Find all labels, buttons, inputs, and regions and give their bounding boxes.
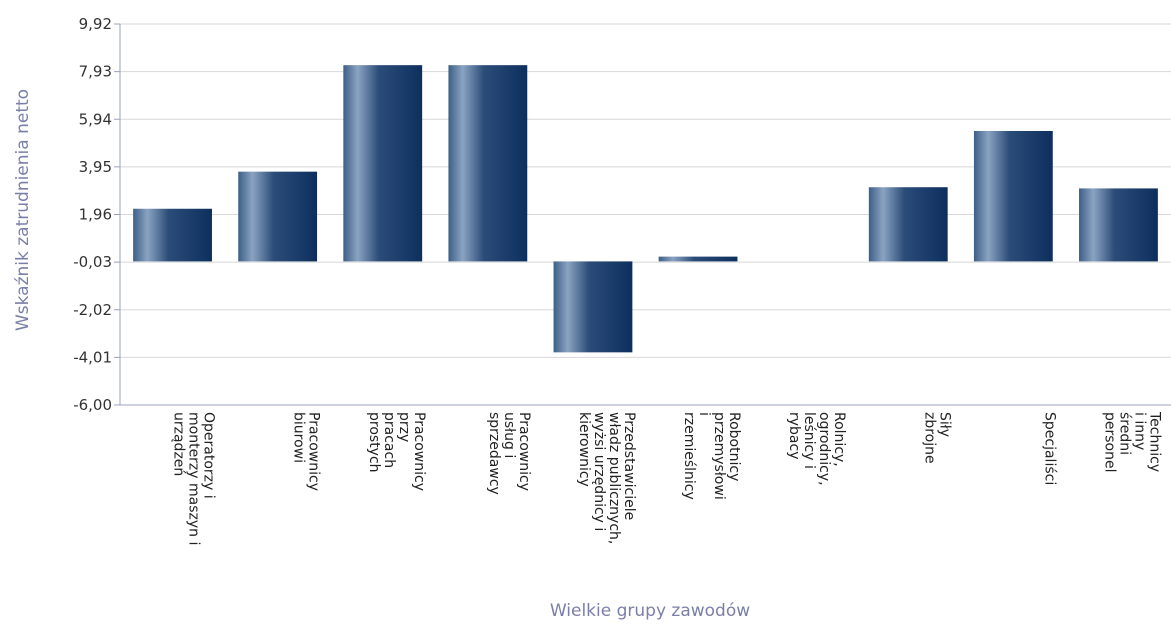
x-category-label-line: prostych [366,412,382,473]
bar [553,261,633,353]
x-category-label-line: rzemieślnicy [681,412,697,500]
bar [343,65,423,262]
y-tick-label: 7,93 [79,63,112,81]
axes [119,24,1171,406]
x-category-label-line: Specjaliści [1041,412,1057,485]
x-category-label-line: leśnicy i [801,412,817,469]
y-tick-label: -2,02 [73,301,112,319]
x-category-label-line: Siły [936,412,952,437]
x-category-label-line: średni [1116,412,1132,455]
y-tick-label: -4,01 [73,348,112,366]
y-axis-title: Wskaźnik zatrudnienia netto [13,89,33,331]
x-category-label-line: kierownicy [576,412,592,487]
x-category-label-line: przemysłowi [711,412,727,500]
x-category-label-line: sprzedawcy [486,412,502,495]
x-category-label-line: Operatorzy i [201,412,217,499]
bar [868,187,948,262]
y-tick-label: -6,00 [73,396,112,414]
bars [133,65,1158,353]
x-category-label-line: wyżsi urzędnicy i [591,412,607,531]
x-category-label-line: ogrodnicy, [816,412,832,486]
x-category-label-line: przy [396,412,412,442]
x-category-label-line: i inny [1131,412,1147,450]
x-category-label-line: pracach [381,412,397,468]
y-tick-label: 1,96 [79,206,112,224]
y-tick-label: -0,03 [73,253,112,271]
bar [238,171,318,262]
x-category-label-line: Przedstawiciele [621,412,637,520]
x-category-label: Specjaliści [1041,412,1057,485]
x-category-label-line: Technicy [1146,411,1162,472]
x-category-label-line: Pracownicy [411,412,427,491]
y-tick-label: 3,95 [79,158,112,176]
y-tick-labels: 9,92 7,93 5,94 3,95 1,96 -0,03 -2,02 -4,01 -6,00 [73,15,112,414]
x-category-label-line: personel [1101,412,1117,473]
x-category-label-line: biurowi [291,412,307,463]
bar [448,65,528,262]
x-axis-title: Wielkie grupy zawodów [550,601,750,621]
x-category-label-line: usług i [501,412,517,458]
x-category-label-line: Pracownicy [516,412,532,491]
x-category-label-line: i [696,412,712,416]
bar [973,130,1053,262]
bar [658,256,738,262]
y-tick-label: 9,92 [79,15,112,33]
x-category-label-line: monterzy maszyn i [186,412,202,545]
bar [133,208,212,262]
x-category-label-line: Robotnicy [726,412,742,481]
x-category-label-line: urządzeń [171,412,187,476]
x-category-label-line: zbrojne [921,412,937,464]
bar [1079,188,1158,262]
x-category-label-line: Pracownicy [306,412,322,491]
x-category-label-line: Rolnicy, [831,412,847,467]
y-tick-label: 5,94 [79,110,112,128]
x-category-label-line: rybacy [786,412,802,460]
x-category-label-line: władz publicznych, [606,412,622,544]
